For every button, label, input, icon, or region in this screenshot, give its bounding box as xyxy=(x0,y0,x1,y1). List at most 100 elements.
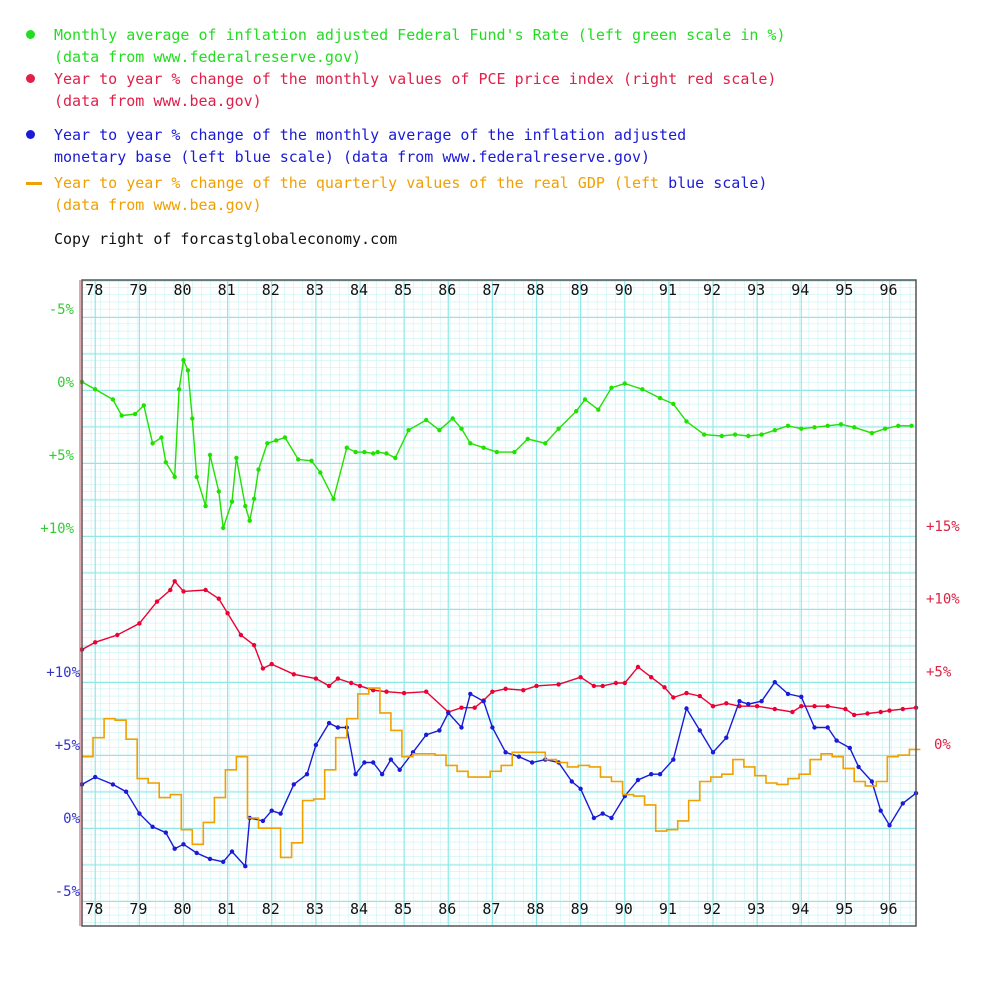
data-point xyxy=(282,435,288,440)
x-tick-label: 89 xyxy=(571,281,589,299)
data-point xyxy=(194,850,199,856)
data-point xyxy=(657,772,663,777)
data-point xyxy=(582,397,588,402)
data-point xyxy=(512,449,517,455)
data-point xyxy=(326,683,332,689)
data-point xyxy=(754,704,760,709)
data-point xyxy=(481,699,486,704)
x-tick-label: 81 xyxy=(218,900,236,918)
data-point xyxy=(238,632,244,638)
data-point xyxy=(93,774,98,780)
data-point xyxy=(529,760,535,765)
data-point xyxy=(313,742,319,748)
data-point xyxy=(613,680,619,686)
x-tick-label: 96 xyxy=(879,900,897,918)
data-point xyxy=(622,381,627,386)
data-point xyxy=(181,589,186,594)
data-point xyxy=(574,409,579,414)
data-point xyxy=(185,368,191,373)
data-point xyxy=(578,786,583,791)
data-point xyxy=(203,503,208,509)
data-point xyxy=(119,413,124,418)
data-point xyxy=(852,425,857,430)
legend-text-line2: (data from www.bea.gov) xyxy=(54,196,262,214)
legend-dash-marker xyxy=(26,182,42,185)
data-point xyxy=(243,503,248,509)
data-point xyxy=(150,824,155,829)
data-point xyxy=(371,688,376,693)
data-point xyxy=(697,728,702,733)
data-point xyxy=(869,779,875,784)
legend-text-line2: (data from www.bea.gov) xyxy=(54,92,262,110)
data-point xyxy=(662,685,667,690)
data-point xyxy=(671,695,676,700)
data-point xyxy=(388,757,394,762)
chart-grid xyxy=(81,279,916,926)
data-point xyxy=(710,704,716,709)
data-point xyxy=(737,699,742,704)
x-tick-label: 88 xyxy=(526,900,544,918)
x-tick-label: 78 xyxy=(85,900,103,918)
data-point xyxy=(468,441,473,446)
legend-text-line1: Monthly average of inflation adjusted Fe… xyxy=(54,26,786,44)
legend-text-line1: Year to year % change of the quarterly v… xyxy=(54,174,768,192)
x-tick-label: 88 xyxy=(526,281,544,299)
data-point xyxy=(172,474,177,480)
x-tick-label: 95 xyxy=(835,281,853,299)
data-point xyxy=(353,772,358,777)
data-point xyxy=(437,428,442,433)
data-point xyxy=(684,706,689,711)
data-point xyxy=(609,385,614,390)
data-point xyxy=(799,694,804,699)
x-tick-label: 80 xyxy=(173,281,191,299)
data-point xyxy=(591,815,597,821)
x-tick-label: 84 xyxy=(350,900,368,918)
data-point xyxy=(309,458,314,463)
data-point xyxy=(353,449,358,455)
data-point xyxy=(335,676,341,681)
x-tick-label: 83 xyxy=(306,900,324,918)
data-point xyxy=(503,750,508,755)
data-point xyxy=(229,849,235,854)
data-point xyxy=(93,640,98,645)
data-point xyxy=(256,467,261,472)
data-point xyxy=(772,706,777,712)
data-point xyxy=(825,704,830,709)
data-point xyxy=(785,423,791,428)
legend-text-line2: monetary base (left blue scale) (data fr… xyxy=(54,148,651,166)
data-point xyxy=(724,735,729,740)
red-axis-tick-label: +15% xyxy=(926,519,960,535)
data-point xyxy=(596,407,601,412)
data-point xyxy=(843,706,848,712)
data-point xyxy=(834,738,839,743)
data-point xyxy=(609,815,614,821)
plot-background xyxy=(82,280,916,926)
data-point xyxy=(481,445,486,450)
data-point xyxy=(159,435,164,440)
data-point xyxy=(274,438,279,443)
data-point xyxy=(887,823,892,828)
data-point xyxy=(384,451,389,456)
x-tick-label: 85 xyxy=(394,900,412,918)
red-axis-tick-label: +5% xyxy=(926,664,952,680)
x-tick-label: 92 xyxy=(703,281,721,299)
data-point xyxy=(384,689,389,694)
data-point xyxy=(838,422,844,427)
data-point xyxy=(331,496,336,501)
x-tick-label: 81 xyxy=(218,281,236,299)
x-tick-label: 96 xyxy=(879,281,897,299)
blue-axis-tick-label: -5% xyxy=(55,884,81,900)
data-point xyxy=(247,518,252,523)
data-point xyxy=(207,856,213,862)
data-point xyxy=(349,680,354,686)
data-point xyxy=(657,395,663,401)
data-point xyxy=(375,449,380,455)
data-point xyxy=(371,451,376,456)
data-point xyxy=(702,432,707,437)
data-point xyxy=(397,767,402,772)
plot-border xyxy=(81,279,917,927)
data-point xyxy=(472,705,477,710)
data-point xyxy=(772,428,777,433)
data-point xyxy=(865,711,870,716)
x-tick-label: 78 xyxy=(85,281,103,299)
